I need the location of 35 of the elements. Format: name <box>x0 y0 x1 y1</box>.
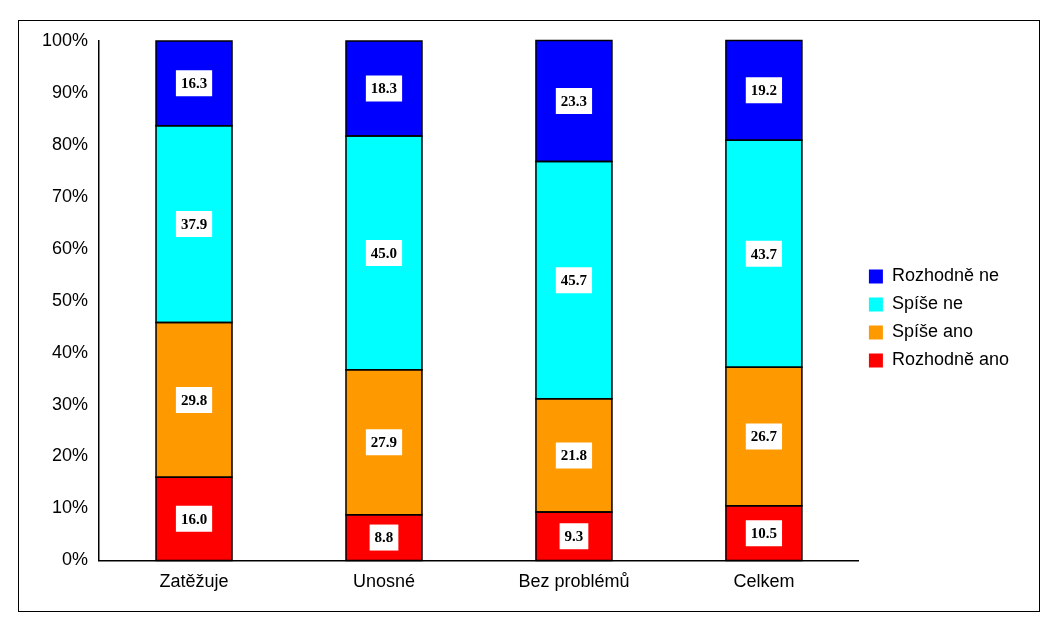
y-tick-label: 70% <box>52 185 89 206</box>
data-label: 45.0 <box>370 244 398 261</box>
y-tick-label: 30% <box>52 393 89 414</box>
data-label: 9.3 <box>564 528 584 545</box>
data-label: 43.7 <box>750 245 778 262</box>
data-label: 29.8 <box>180 391 208 408</box>
y-tick-label: 0% <box>62 549 89 570</box>
data-label: 37.9 <box>180 215 208 232</box>
y-tick-label: 90% <box>52 81 89 102</box>
data-label: 18.3 <box>370 80 398 97</box>
y-tick-label: 100% <box>41 29 89 50</box>
data-label: 16.0 <box>180 510 208 527</box>
x-tick-label: Bez problémů <box>518 571 630 592</box>
legend-label: Rozhodně ne <box>891 265 999 286</box>
y-tick-label: 60% <box>52 237 89 258</box>
data-label: 26.7 <box>750 428 778 445</box>
data-label: 23.3 <box>560 92 588 109</box>
data-label: 27.9 <box>370 434 398 451</box>
legend-label: Rozhodně ano <box>891 349 1010 370</box>
data-label: 45.7 <box>560 272 588 289</box>
legend-label: Spíše ne <box>891 293 963 314</box>
y-tick-label: 50% <box>52 289 89 310</box>
x-tick-label: Zatěžuje <box>159 571 229 592</box>
y-tick-label: 20% <box>52 445 89 466</box>
data-label: 10.5 <box>750 525 778 542</box>
data-label: 16.3 <box>180 75 208 92</box>
legend-label: Spíše ano <box>891 321 973 342</box>
x-tick-label: Celkem <box>733 571 795 592</box>
y-tick-label: 80% <box>52 133 89 154</box>
data-label: 21.8 <box>560 447 588 464</box>
y-tick-label: 40% <box>52 341 89 362</box>
x-tick-label: Unosné <box>352 571 416 592</box>
y-tick-label: 10% <box>52 497 89 518</box>
data-label: 19.2 <box>750 82 778 99</box>
data-label: 8.8 <box>374 529 394 546</box>
